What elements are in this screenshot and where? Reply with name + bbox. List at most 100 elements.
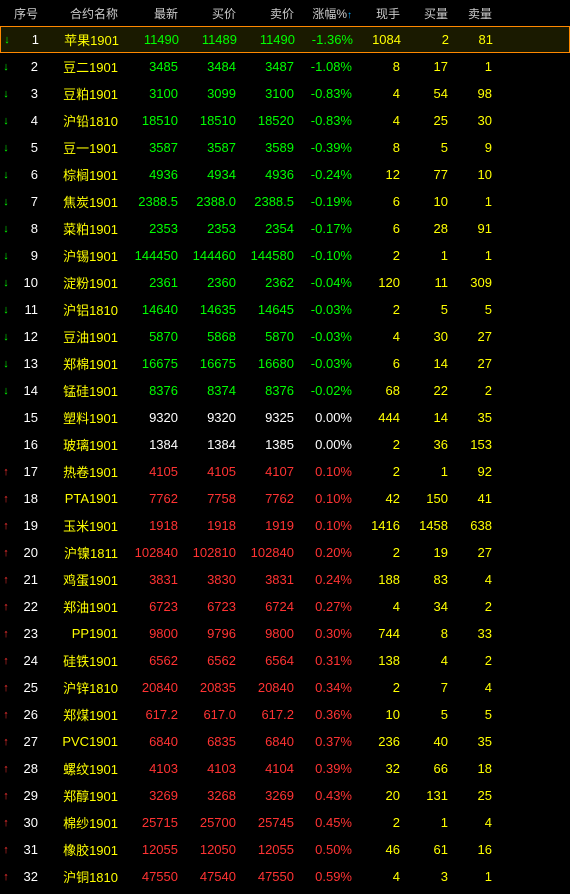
cell-latest-price: 18510 [122, 113, 180, 128]
cell-ask-volume: 4 [450, 680, 494, 695]
table-row[interactable]: ↑24硅铁19016562656265640.31%13842 [0, 647, 570, 674]
cell-change-pct: 0.37% [296, 734, 354, 749]
table-row[interactable]: ↑19玉米19011918191819190.10%14161458638 [0, 512, 570, 539]
cell-change-pct: 0.10% [296, 518, 354, 533]
cell-latest-price: 2353 [122, 221, 180, 236]
cell-latest-price: 9800 [122, 626, 180, 641]
header-ask-volume[interactable]: 卖量 [450, 5, 494, 22]
header-contract-name[interactable]: 合约名称 [42, 5, 122, 22]
cell-change-pct: 0.31% [296, 653, 354, 668]
cell-seq: 27 [12, 734, 42, 749]
table-row[interactable]: ↑21鸡蛋19013831383038310.24%188834 [0, 566, 570, 593]
cell-bid-volume: 1458 [402, 518, 450, 533]
table-row[interactable]: 16玻璃19011384138413850.00%236153 [0, 431, 570, 458]
cell-contract-name: 沪锌1810 [42, 678, 122, 697]
cell-contract-name: 沪锡1901 [42, 246, 122, 265]
cell-latest-price: 144450 [122, 248, 180, 263]
cell-current-hands: 8 [354, 59, 402, 74]
table-body: ↓1苹果1901114901148911490-1.36%1084281↓2豆二… [0, 26, 570, 890]
cell-latest-price: 6840 [122, 734, 180, 749]
table-row[interactable]: ↑17热卷19014105410541070.10%2192 [0, 458, 570, 485]
cell-bid-volume: 28 [402, 221, 450, 236]
table-row[interactable]: ↑18PTA19017762775877620.10%4215041 [0, 485, 570, 512]
cell-bid-volume: 1 [402, 248, 450, 263]
cell-seq: 2 [12, 59, 42, 74]
cell-current-hands: 2 [354, 464, 402, 479]
table-row[interactable]: ↑28螺纹19014103410341040.39%326618 [0, 755, 570, 782]
table-row[interactable]: ↓1苹果1901114901148911490-1.36%1084281 [0, 26, 570, 53]
header-ask-price[interactable]: 卖价 [238, 5, 296, 22]
direction-arrow-icon: ↑ [0, 466, 12, 478]
table-row[interactable]: ↑23PP19019800979698000.30%744833 [0, 620, 570, 647]
direction-arrow-icon: ↓ [1, 34, 13, 46]
cell-bid-price: 102810 [180, 545, 238, 560]
table-row[interactable]: ↑25沪锌18102084020835208400.34%274 [0, 674, 570, 701]
cell-latest-price: 2388.5 [122, 194, 180, 209]
cell-contract-name: 焦炭1901 [42, 192, 122, 211]
table-row[interactable]: ↓11沪铝1810146401463514645-0.03%255 [0, 296, 570, 323]
header-current-hands[interactable]: 现手 [354, 5, 402, 22]
header-bid-price[interactable]: 买价 [180, 5, 238, 22]
table-row[interactable]: ↓12豆油1901587058685870-0.03%43027 [0, 323, 570, 350]
direction-arrow-icon: ↑ [0, 628, 12, 640]
table-row[interactable]: ↓2豆二1901348534843487-1.08%8171 [0, 53, 570, 80]
direction-arrow-icon: ↑ [0, 817, 12, 829]
cell-change-pct: 0.00% [296, 437, 354, 452]
table-row[interactable]: ↓3豆粕1901310030993100-0.83%45498 [0, 80, 570, 107]
header-seq[interactable]: 序号 [12, 5, 42, 22]
header-latest-price[interactable]: 最新 [122, 5, 180, 22]
table-row[interactable]: 15塑料19019320932093250.00%4441435 [0, 404, 570, 431]
table-row[interactable]: ↓6棕榈1901493649344936-0.24%127710 [0, 161, 570, 188]
header-change-pct[interactable]: 涨幅%↑ [296, 5, 354, 22]
cell-ask-price: 18520 [238, 113, 296, 128]
cell-change-pct: 0.34% [296, 680, 354, 695]
cell-change-pct: 0.36% [296, 707, 354, 722]
header-bid-volume[interactable]: 买量 [402, 5, 450, 22]
cell-seq: 26 [12, 707, 42, 722]
cell-bid-price: 9796 [180, 626, 238, 641]
table-row[interactable]: ↑27PVC19016840683568400.37%2364035 [0, 728, 570, 755]
cell-seq: 9 [12, 248, 42, 263]
cell-current-hands: 236 [354, 734, 402, 749]
cell-latest-price: 11490 [123, 32, 181, 47]
table-row[interactable]: ↑30棉纱19012571525700257450.45%214 [0, 809, 570, 836]
cell-ask-price: 11490 [239, 32, 297, 47]
table-row[interactable]: ↓10淀粉1901236123602362-0.04%12011309 [0, 269, 570, 296]
cell-current-hands: 2 [354, 437, 402, 452]
table-row[interactable]: ↓9沪锡1901144450144460144580-0.10%211 [0, 242, 570, 269]
direction-arrow-icon: ↑ [0, 682, 12, 694]
table-row[interactable]: ↑29郑醇19013269326832690.43%2013125 [0, 782, 570, 809]
cell-ask-volume: 309 [450, 275, 494, 290]
table-row[interactable]: ↓14锰硅1901837683748376-0.02%68222 [0, 377, 570, 404]
cell-contract-name: 菜粕1901 [42, 219, 122, 238]
direction-arrow-icon: ↑ [0, 736, 12, 748]
cell-change-pct: -0.83% [296, 86, 354, 101]
cell-change-pct: -0.17% [296, 221, 354, 236]
cell-latest-price: 3269 [122, 788, 180, 803]
cell-contract-name: PVC1901 [42, 734, 122, 749]
cell-ask-volume: 35 [450, 734, 494, 749]
table-row[interactable]: ↑26郑煤1901617.2617.0617.20.36%1055 [0, 701, 570, 728]
cell-seq: 32 [12, 869, 42, 884]
table-row[interactable]: ↓7焦炭19012388.52388.02388.5-0.19%6101 [0, 188, 570, 215]
table-row[interactable]: ↓4沪铅1810185101851018520-0.83%42530 [0, 107, 570, 134]
table-row[interactable]: ↑32沪铜18104755047540475500.59%431 [0, 863, 570, 890]
table-row[interactable]: ↑20沪镍18111028401028101028400.20%21927 [0, 539, 570, 566]
cell-bid-volume: 5 [402, 707, 450, 722]
cell-bid-price: 3099 [180, 86, 238, 101]
direction-arrow-icon: ↓ [0, 223, 12, 235]
cell-ask-price: 617.2 [238, 707, 296, 722]
table-row[interactable]: ↓13郑棉1901166751667516680-0.03%61427 [0, 350, 570, 377]
cell-latest-price: 3100 [122, 86, 180, 101]
cell-change-pct: 0.50% [296, 842, 354, 857]
cell-ask-price: 7762 [238, 491, 296, 506]
table-row[interactable]: ↓5豆一1901358735873589-0.39%859 [0, 134, 570, 161]
table-row[interactable]: ↑22郑油19016723672367240.27%4342 [0, 593, 570, 620]
table-row[interactable]: ↓8菜粕1901235323532354-0.17%62891 [0, 215, 570, 242]
direction-arrow-icon: ↓ [0, 358, 12, 370]
cell-ask-volume: 4 [450, 815, 494, 830]
table-row[interactable]: ↑31橡胶19011205512050120550.50%466116 [0, 836, 570, 863]
cell-ask-price: 2388.5 [238, 194, 296, 209]
cell-current-hands: 12 [354, 167, 402, 182]
cell-change-pct: 0.00% [296, 410, 354, 425]
